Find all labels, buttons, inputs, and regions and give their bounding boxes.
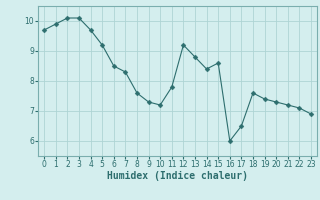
X-axis label: Humidex (Indice chaleur): Humidex (Indice chaleur) <box>107 171 248 181</box>
